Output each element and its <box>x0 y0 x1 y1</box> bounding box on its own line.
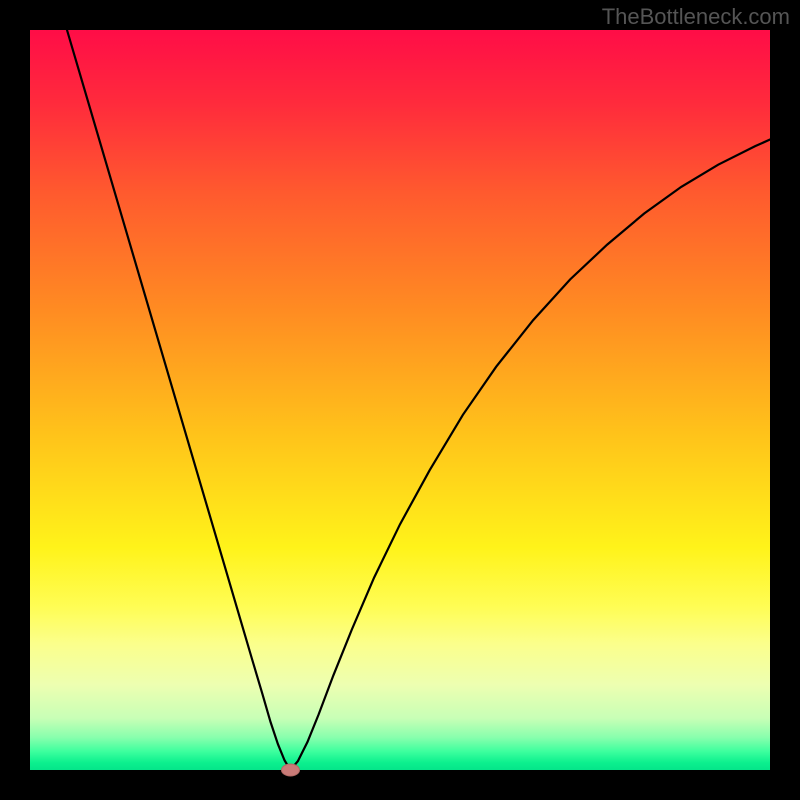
plot-background <box>30 30 770 770</box>
bottleneck-chart <box>0 0 800 800</box>
trough-marker <box>281 764 299 776</box>
chart-stage: TheBottleneck.com <box>0 0 800 800</box>
watermark-text: TheBottleneck.com <box>602 4 790 30</box>
